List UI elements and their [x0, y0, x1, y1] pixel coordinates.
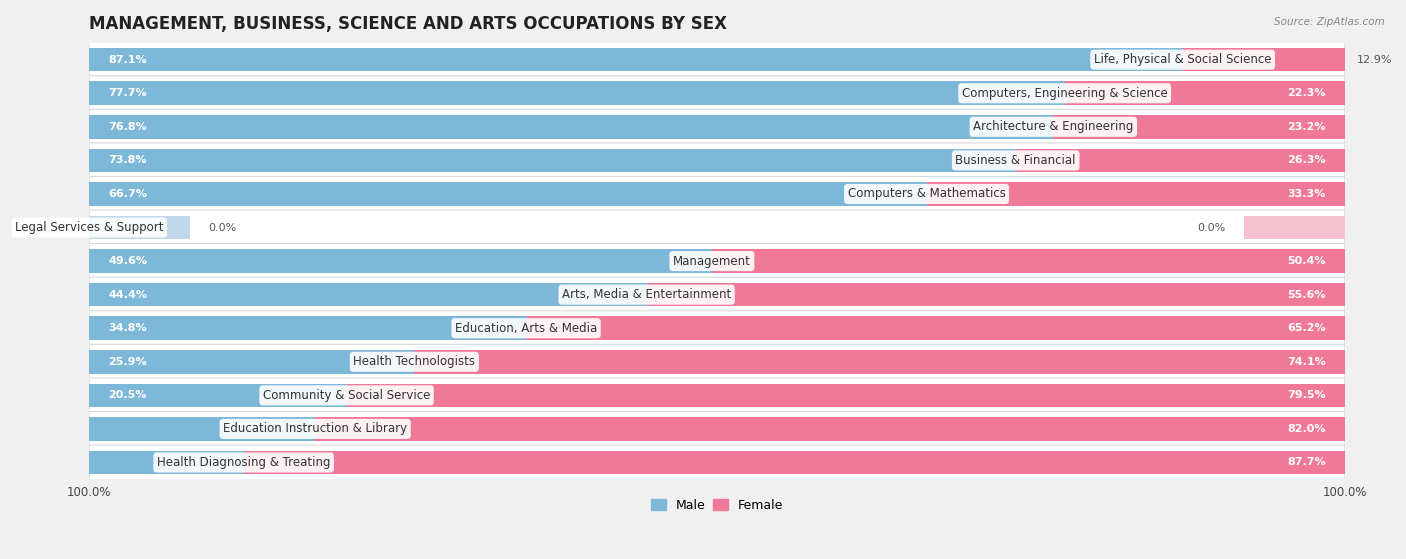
Text: 49.6%: 49.6% — [108, 256, 148, 266]
Text: 65.2%: 65.2% — [1286, 323, 1326, 333]
Bar — [315, 417, 1344, 440]
Bar — [347, 383, 1344, 407]
Text: Computers & Mathematics: Computers & Mathematics — [848, 187, 1005, 201]
FancyBboxPatch shape — [89, 110, 1346, 144]
Bar — [1182, 48, 1344, 72]
Bar — [89, 350, 415, 373]
Bar — [415, 350, 1344, 373]
Bar — [89, 149, 1015, 172]
Legend: Male, Female: Male, Female — [645, 494, 789, 517]
Text: Education Instruction & Library: Education Instruction & Library — [224, 423, 408, 435]
Bar — [89, 451, 243, 474]
FancyBboxPatch shape — [89, 76, 1346, 111]
Bar — [1064, 82, 1344, 105]
FancyBboxPatch shape — [89, 177, 1346, 211]
Text: Health Technologists: Health Technologists — [353, 356, 475, 368]
Bar — [89, 48, 1182, 72]
FancyBboxPatch shape — [89, 277, 1346, 312]
FancyBboxPatch shape — [89, 378, 1346, 413]
Text: 82.0%: 82.0% — [1288, 424, 1326, 434]
FancyBboxPatch shape — [89, 411, 1346, 447]
FancyBboxPatch shape — [89, 244, 1346, 278]
Bar — [1244, 216, 1344, 239]
Text: 18.0%: 18.0% — [267, 424, 302, 434]
Bar — [89, 283, 647, 306]
Bar — [89, 182, 927, 206]
Text: Community & Social Service: Community & Social Service — [263, 389, 430, 402]
Bar — [89, 383, 347, 407]
Text: MANAGEMENT, BUSINESS, SCIENCE AND ARTS OCCUPATIONS BY SEX: MANAGEMENT, BUSINESS, SCIENCE AND ARTS O… — [89, 15, 727, 33]
Text: 22.3%: 22.3% — [1288, 88, 1326, 98]
Text: Health Diagnosing & Treating: Health Diagnosing & Treating — [157, 456, 330, 469]
Text: 66.7%: 66.7% — [108, 189, 148, 199]
Bar — [89, 115, 1053, 139]
Text: Arts, Media & Entertainment: Arts, Media & Entertainment — [562, 288, 731, 301]
Text: Source: ZipAtlas.com: Source: ZipAtlas.com — [1274, 17, 1385, 27]
Text: 44.4%: 44.4% — [108, 290, 148, 300]
Text: 76.8%: 76.8% — [108, 122, 146, 132]
FancyBboxPatch shape — [89, 344, 1346, 379]
FancyBboxPatch shape — [89, 210, 1346, 245]
Text: 12.3%: 12.3% — [195, 457, 231, 467]
Bar — [1015, 149, 1346, 172]
Bar — [526, 316, 1344, 340]
Text: 33.3%: 33.3% — [1288, 189, 1326, 199]
Text: Management: Management — [673, 254, 751, 268]
Text: 87.7%: 87.7% — [1286, 457, 1326, 467]
Bar — [89, 249, 711, 273]
Text: 79.5%: 79.5% — [1286, 390, 1326, 400]
Text: 0.0%: 0.0% — [1197, 222, 1226, 233]
Text: 34.8%: 34.8% — [108, 323, 146, 333]
Text: 23.2%: 23.2% — [1288, 122, 1326, 132]
Text: 74.1%: 74.1% — [1286, 357, 1326, 367]
Text: 0.0%: 0.0% — [208, 222, 236, 233]
Bar — [927, 182, 1344, 206]
Text: 25.9%: 25.9% — [108, 357, 146, 367]
Bar — [89, 417, 315, 440]
Text: 50.4%: 50.4% — [1288, 256, 1326, 266]
Text: 26.3%: 26.3% — [1286, 155, 1326, 165]
FancyBboxPatch shape — [89, 445, 1346, 480]
Bar — [1053, 115, 1344, 139]
Text: Legal Services & Support: Legal Services & Support — [15, 221, 163, 234]
Bar — [89, 316, 526, 340]
Text: Architecture & Engineering: Architecture & Engineering — [973, 120, 1133, 133]
Bar — [89, 82, 1064, 105]
Text: 77.7%: 77.7% — [108, 88, 146, 98]
Text: Life, Physical & Social Science: Life, Physical & Social Science — [1094, 53, 1271, 66]
FancyBboxPatch shape — [89, 143, 1346, 178]
Text: Computers, Engineering & Science: Computers, Engineering & Science — [962, 87, 1167, 100]
Text: 87.1%: 87.1% — [108, 55, 146, 65]
Text: 20.5%: 20.5% — [108, 390, 146, 400]
Text: Education, Arts & Media: Education, Arts & Media — [456, 322, 598, 335]
Text: 55.6%: 55.6% — [1288, 290, 1326, 300]
Bar — [243, 451, 1344, 474]
FancyBboxPatch shape — [89, 311, 1346, 345]
Text: 12.9%: 12.9% — [1357, 55, 1393, 65]
Bar — [711, 249, 1344, 273]
Text: Business & Financial: Business & Financial — [956, 154, 1076, 167]
Bar — [89, 216, 190, 239]
Text: 73.8%: 73.8% — [108, 155, 146, 165]
FancyBboxPatch shape — [89, 42, 1346, 77]
Bar — [647, 283, 1344, 306]
